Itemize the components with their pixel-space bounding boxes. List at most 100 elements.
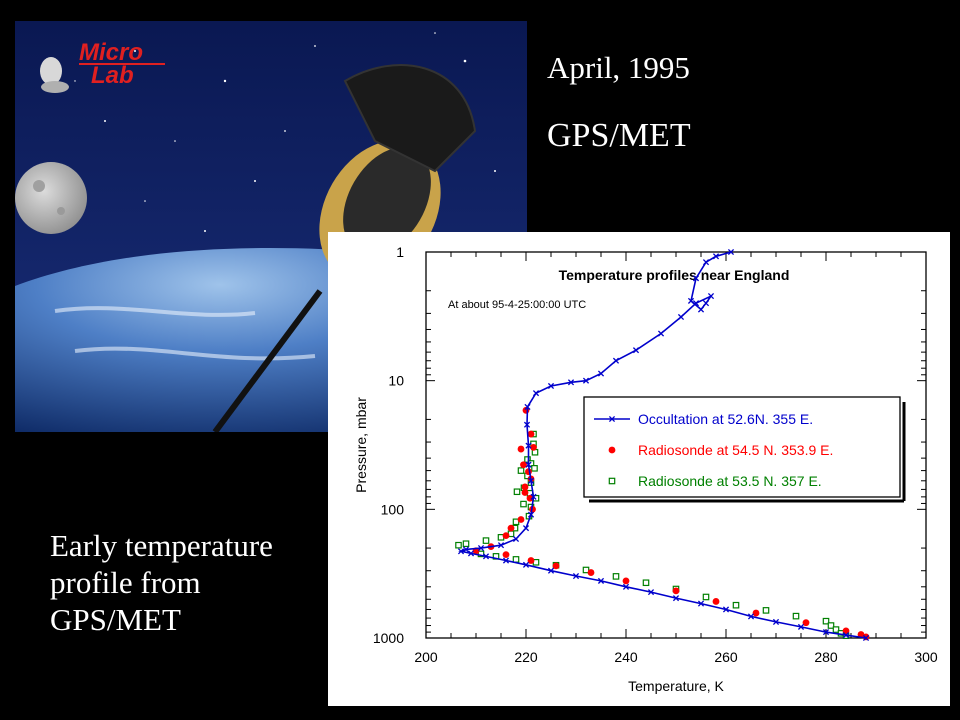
occultation-point — [697, 306, 705, 313]
radiosonde-b-point — [827, 622, 835, 629]
mission-label: GPS/MET — [547, 117, 691, 154]
radiosonde-a-point — [521, 489, 529, 496]
occultation-point — [582, 377, 590, 384]
occultation-point — [727, 248, 735, 256]
occultation-point — [482, 553, 490, 560]
occultation-point — [527, 477, 535, 484]
occultation-point — [697, 600, 705, 607]
occultation-point — [842, 632, 850, 639]
radiosonde-a-point — [502, 532, 510, 539]
occultation-point — [672, 595, 680, 602]
radiosonde-b-point — [832, 626, 840, 633]
radiosonde-b-point — [612, 573, 620, 580]
radiosonde-a-point — [552, 562, 560, 570]
x-tick-label: 280 — [814, 649, 838, 665]
chart-title: Temperature profiles near England — [559, 267, 790, 283]
logo-line2: Lab — [91, 62, 134, 89]
occultation-point — [497, 542, 505, 549]
x-tick-label: 220 — [514, 649, 538, 665]
radiosonde-a-point — [862, 633, 870, 641]
occultation-point — [597, 370, 605, 377]
radiosonde-a-point — [526, 494, 534, 502]
radiosonde-a-point — [502, 551, 510, 559]
radiosonde-b-point — [520, 500, 527, 508]
y-tick-label: 1000 — [373, 630, 404, 646]
occultation-point — [532, 390, 540, 397]
occultation-point — [547, 567, 555, 574]
occultation-point — [467, 550, 475, 557]
occultation-point — [502, 557, 510, 564]
occultation-point — [862, 634, 870, 642]
occultation-point — [702, 259, 710, 266]
occultation-point — [647, 589, 655, 596]
x-tick-label: 300 — [914, 649, 938, 665]
radiosonde-b-point — [822, 617, 830, 625]
radiosonde-a-point — [507, 524, 515, 532]
occultation-point — [772, 618, 780, 625]
occultation-point — [525, 461, 532, 468]
y-tick-label: 10 — [388, 373, 404, 389]
occultation-point — [527, 511, 535, 518]
radiosonde-b-point — [455, 541, 462, 549]
logo-line1: Micro — [79, 39, 143, 66]
y-axis-label: Pressure, mbar — [353, 397, 369, 493]
occultation-point — [525, 442, 532, 449]
radiosonde-a-point — [527, 430, 535, 438]
x-tick-label: 200 — [414, 649, 438, 665]
occultation-point — [567, 379, 575, 386]
occultation-point — [707, 292, 715, 300]
series-1 — [457, 248, 870, 642]
legend-label: Occultation at 52.6N. 355 E. — [638, 411, 813, 427]
radiosonde-a-point — [752, 609, 760, 617]
radiosonde-a-point — [530, 443, 537, 451]
occultation-point — [622, 583, 630, 590]
radiosonde-b-point — [642, 579, 650, 587]
radiosonde-a-point — [802, 619, 810, 627]
radiosonde-b-point — [702, 593, 710, 601]
occultation-point — [522, 525, 530, 532]
radiosonde-b-point — [762, 607, 770, 614]
radiosonde-a-point — [672, 587, 680, 595]
radiosonde-b-point — [482, 537, 490, 544]
temperature-profile-chart: 200 220 240 260 280 300 1 10 100 1000 Temperature… — [328, 232, 950, 706]
microlab-logo: Micro Lab — [40, 39, 165, 93]
occultation-point — [692, 300, 700, 307]
occultation-point — [512, 535, 520, 543]
radiosonde-b-point — [517, 467, 525, 474]
occultation-point — [457, 548, 465, 555]
radiosonde-a-point — [520, 461, 527, 469]
legend: Occultation at 52.6N. 355 E. Radiosonde a… — [583, 396, 906, 503]
radiosonde-b-point — [608, 477, 616, 485]
occultation-point — [524, 403, 531, 410]
occultation-point — [722, 606, 730, 613]
occultation-point — [608, 415, 616, 423]
occultation-point — [522, 561, 530, 568]
radiosonde-a-point — [712, 598, 720, 605]
radiosonde-b-point — [531, 465, 538, 472]
legend-label: Radiosonde at 53.5 N. 357 E. — [638, 473, 822, 489]
chart-annotation: At about 95-4-25:00:00 UTC — [448, 299, 586, 311]
y-tick-label: 100 — [381, 501, 405, 517]
radiosonde-a-point — [517, 516, 525, 523]
radiosonde-b-point — [512, 556, 520, 563]
radiosonde-a-point — [622, 577, 630, 585]
radiosonde-b-point — [524, 456, 531, 463]
radiosonde-b-point — [792, 612, 800, 620]
radiosonde-a-point — [587, 569, 595, 576]
occultation-point — [462, 546, 470, 553]
occultation-point — [523, 421, 531, 428]
occultation-point — [530, 493, 537, 500]
radiosonde-a-point — [608, 446, 616, 454]
radiosonde-a-point — [517, 445, 525, 453]
occultation-point — [702, 300, 710, 307]
occultation-point — [477, 545, 485, 552]
occultation-point — [822, 629, 830, 636]
radiosonde-b-point — [462, 540, 470, 548]
slide-caption: Early temperature profile from GPS/MET — [50, 528, 273, 637]
x-tick-label: 240 — [614, 649, 638, 665]
occultation-point — [547, 382, 555, 390]
occultation-point — [692, 275, 700, 282]
x-tick-label: 260 — [714, 649, 738, 665]
occultation-point — [687, 297, 695, 304]
x-axis-label: Temperature, K — [628, 678, 724, 694]
